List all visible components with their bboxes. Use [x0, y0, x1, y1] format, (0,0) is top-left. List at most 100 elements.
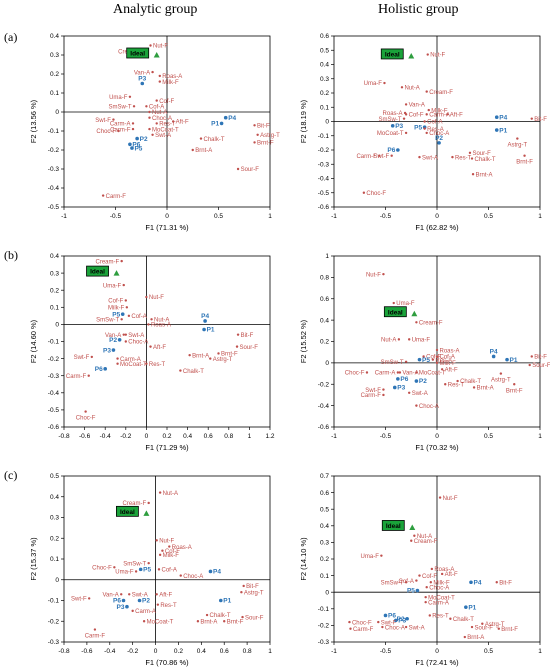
chart-b-analytic: -0.8 -0.6 -0.4 -0.2 0 0.2 0.4 0.6 0.8 1 1.2 -0.6 -0.… — [29, 253, 275, 452]
attribute-point — [423, 127, 426, 130]
y-tick-label: -0.6 — [318, 424, 330, 431]
attribute-point — [407, 391, 411, 394]
attribute-label: Van-A — [409, 103, 425, 109]
attribute-point — [124, 299, 128, 302]
product-label: P6 — [400, 376, 408, 383]
attribute-point — [223, 620, 226, 623]
attribute-label: Res-T — [455, 155, 472, 161]
attribute-point — [470, 157, 474, 160]
y-axis-label: F2 (18.19 %) — [299, 99, 308, 143]
product-point — [121, 598, 126, 603]
attribute-label: SmSw-T — [379, 117, 402, 123]
product-point — [469, 580, 473, 585]
x-tick-label: 1 — [538, 648, 542, 655]
attribute-point — [378, 154, 381, 157]
product-point — [135, 136, 139, 141]
product-point — [202, 327, 206, 332]
y-tick-label: 0.2 — [50, 535, 59, 542]
attribute-label: Bit-F — [241, 333, 254, 339]
y-tick-label: -0.6 — [318, 204, 330, 211]
y-tick-label: -0.3 — [48, 373, 60, 380]
attribute-label: Swt-A — [409, 625, 425, 631]
y-tick-label: -0.1 — [48, 339, 60, 346]
y-tick-label: 0 — [325, 589, 329, 596]
attribute-label: Swt-A — [422, 155, 438, 161]
product-label: P4 — [213, 569, 221, 576]
attribute-label: Uma-F — [361, 554, 380, 560]
y-tick-label: 0 — [55, 109, 59, 116]
y-tick-label: -0.3 — [48, 639, 60, 646]
attribute-point — [407, 338, 411, 341]
x-tick-label: -0.6 — [81, 648, 93, 655]
attribute-point — [404, 625, 408, 629]
attribute-label: Brnt-A — [200, 619, 217, 625]
attribute-point — [424, 595, 427, 599]
x-tick-label: -0.2 — [120, 433, 132, 440]
attribute-point — [380, 554, 383, 557]
attribute-label: Cof-F — [159, 99, 174, 105]
product-point — [405, 616, 409, 621]
ideal-label: Ideal — [388, 309, 403, 316]
x-axis-label: F1 (71.31 %) — [145, 223, 189, 232]
attribute-point — [426, 53, 429, 56]
chart-a-analytic: -1 -0.5 0 0.5 1-0.5-0.4-0.3-0.2-0.100.10.20.… — [29, 33, 280, 232]
attribute-point — [131, 127, 135, 131]
y-tick-label: 0.2 — [50, 287, 59, 294]
attribute-label: Brnt-A — [476, 172, 493, 178]
product-label: P1 — [510, 357, 518, 364]
attribute-point — [158, 553, 162, 557]
y-tick-label: -0.2 — [48, 618, 60, 625]
product-label: P1 — [499, 127, 507, 134]
ideal-point — [411, 310, 418, 317]
y-tick-label: 0.2 — [320, 556, 329, 563]
y-tick-label: 0.5 — [320, 506, 329, 513]
attribute-label: Uma-F — [115, 570, 134, 576]
attribute-point — [241, 615, 244, 619]
product-label: P5 — [407, 588, 415, 595]
attribute-point — [381, 625, 384, 629]
x-tick-label: 0.4 — [197, 648, 206, 655]
product-point — [219, 121, 224, 126]
ideal-label-box — [126, 47, 150, 59]
attribute-label: Swt-A — [155, 133, 171, 139]
attribute-label: Choc-A — [419, 404, 439, 410]
attribute-point — [242, 584, 245, 588]
attribute-label: SmSw-T — [381, 360, 404, 366]
ideal-label: Ideal — [386, 523, 401, 530]
product-label: P5 — [422, 357, 430, 364]
attribute-point — [116, 362, 119, 365]
attribute-point — [456, 379, 459, 383]
attribute-point — [127, 314, 131, 318]
x-tick-label: 0.2 — [174, 648, 183, 655]
attribute-label: Brnt-A — [477, 386, 494, 392]
x-tick-label: -0.5 — [380, 648, 392, 655]
attribute-point — [472, 386, 476, 389]
attribute-label: Roas-A — [434, 567, 454, 573]
attribute-point — [116, 357, 119, 360]
y-tick-label: -0.2 — [318, 147, 330, 154]
analytic-group-title: Analytic group — [113, 2, 198, 17]
product-point — [140, 81, 145, 86]
attribute-point — [418, 574, 421, 577]
attribute-point — [120, 318, 123, 321]
attribute-label: Uma-F — [364, 81, 383, 87]
attribute-label: Bit-F — [246, 584, 259, 590]
y-tick-label: 0.6 — [320, 490, 329, 497]
attribute-label: Aft-F — [445, 367, 458, 373]
attribute-label: Chalk-T — [210, 613, 231, 619]
attribute-point — [440, 572, 444, 576]
attribute-label: Bit-F — [257, 124, 270, 130]
attribute-label: Cream-F — [414, 539, 438, 545]
y-tick-label: 1 — [325, 253, 329, 260]
attribute-label: Chalk-T — [460, 379, 481, 385]
attribute-point — [481, 622, 484, 625]
attribute-label: Bit-F — [534, 117, 547, 123]
x-tick-label: 0.5 — [484, 648, 493, 655]
product-label: P4 — [499, 114, 507, 121]
product-point — [130, 146, 134, 150]
product-point — [464, 605, 468, 609]
chart-a-holistic: -1 -0.5 0 0.5 1 -0.6 -0.5 -0.4 -0.3 -0.2 -0.1 0 0.1 0… — [299, 33, 547, 232]
y-tick-label: 0.5 — [50, 473, 59, 480]
product-point — [392, 385, 397, 390]
attribute-label: Cof-F — [165, 549, 180, 555]
